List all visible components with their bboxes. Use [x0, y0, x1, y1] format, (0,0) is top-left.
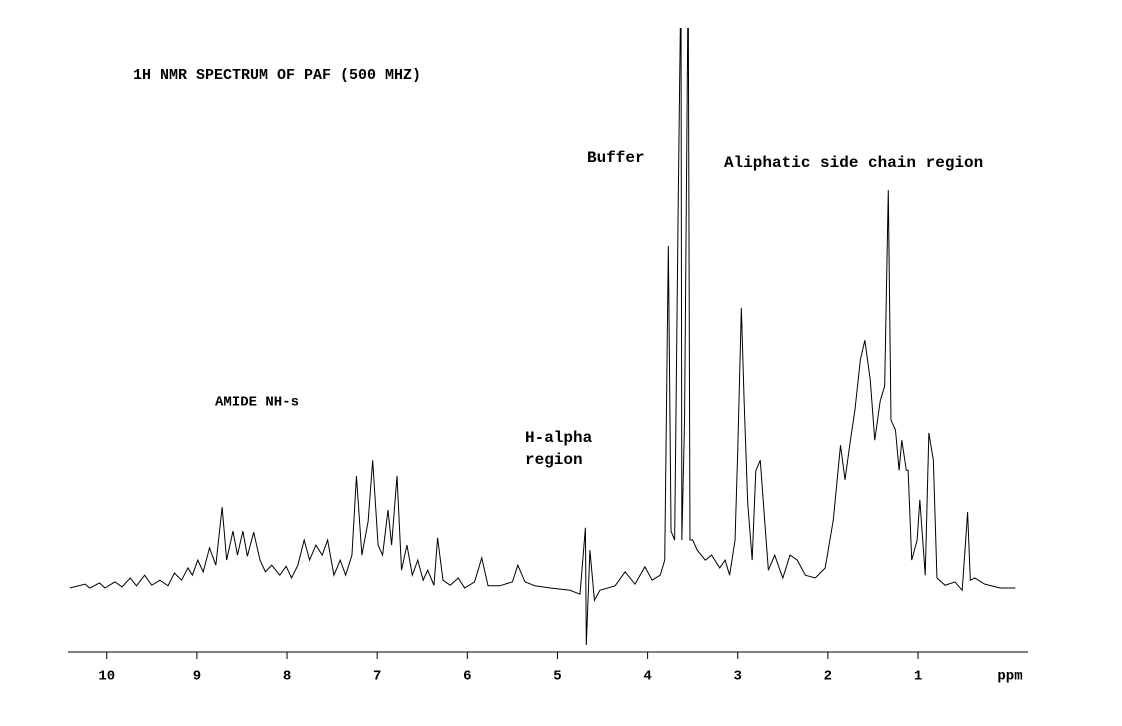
- x-tick-label: 5: [553, 669, 561, 685]
- x-tick-label: 7: [373, 669, 381, 685]
- x-tick-label: 3: [734, 669, 742, 685]
- chart-title: 1H NMR SPECTRUM OF PAF (500 MHZ): [133, 67, 421, 84]
- x-axis-label: ppm: [997, 669, 1022, 685]
- x-tick-label: 2: [824, 669, 832, 685]
- x-tick-label: 1: [914, 669, 922, 685]
- x-tick-label: 9: [193, 669, 201, 685]
- spectrum-line: [69, 28, 1016, 645]
- annotation: Aliphatic side chain region: [724, 154, 983, 172]
- x-tick-label: 8: [283, 669, 291, 685]
- x-tick-label: 6: [463, 669, 471, 685]
- x-tick-label: 4: [643, 669, 651, 685]
- annotation: region: [525, 451, 583, 469]
- annotation: Buffer: [587, 149, 645, 167]
- annotation: H-alpha: [525, 429, 593, 447]
- x-tick-label: 10: [98, 669, 115, 685]
- annotation: AMIDE NH-s: [215, 395, 299, 411]
